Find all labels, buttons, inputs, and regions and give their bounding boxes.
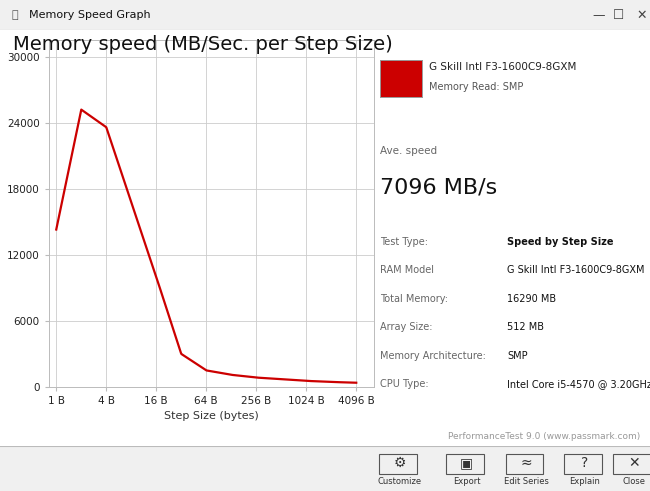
Text: SMP: SMP: [507, 351, 528, 360]
Text: RAM Model: RAM Model: [380, 265, 434, 275]
Text: Close: Close: [622, 477, 645, 486]
Text: Speed by Step Size: Speed by Step Size: [507, 237, 614, 246]
Text: CPU Type:: CPU Type:: [380, 379, 429, 389]
Text: 512 MB: 512 MB: [507, 322, 544, 332]
Text: PerformanceTest 9.0 (www.passmark.com): PerformanceTest 9.0 (www.passmark.com): [448, 432, 640, 441]
Text: Export: Export: [453, 477, 480, 486]
Text: ≈: ≈: [521, 456, 532, 470]
Text: 🔲: 🔲: [12, 10, 18, 20]
Text: Memory speed (MB/Sec. per Step Size): Memory speed (MB/Sec. per Step Size): [13, 35, 393, 55]
Text: ▣: ▣: [460, 456, 473, 470]
Text: 7096 MB/s: 7096 MB/s: [380, 178, 497, 198]
Text: ?: ?: [581, 456, 589, 470]
Text: ✕: ✕: [628, 456, 640, 470]
Text: ⚙: ⚙: [393, 456, 406, 470]
Text: G Skill Intl F3-1600C9-8GXM: G Skill Intl F3-1600C9-8GXM: [429, 62, 577, 72]
Text: Array Size:: Array Size:: [380, 322, 433, 332]
Text: Customize: Customize: [378, 477, 422, 486]
Text: G Skill Intl F3-1600C9-8GXM: G Skill Intl F3-1600C9-8GXM: [507, 265, 645, 275]
X-axis label: Step Size (bytes): Step Size (bytes): [164, 411, 259, 421]
Text: 16290 MB: 16290 MB: [507, 294, 556, 303]
Text: ☐: ☐: [613, 9, 624, 22]
Text: Memory Architecture:: Memory Architecture:: [380, 351, 486, 360]
Text: Memory Read: SMP: Memory Read: SMP: [429, 82, 523, 92]
Text: Total Memory:: Total Memory:: [380, 294, 448, 303]
Text: Ave. speed: Ave. speed: [380, 146, 437, 156]
Text: Explain: Explain: [569, 477, 601, 486]
Text: Intel Core i5-4570 @ 3.20GHz: Intel Core i5-4570 @ 3.20GHz: [507, 379, 650, 389]
Text: Test Type:: Test Type:: [380, 237, 428, 246]
Text: Edit Series: Edit Series: [504, 477, 549, 486]
Text: Memory Speed Graph: Memory Speed Graph: [29, 10, 151, 20]
Text: —: —: [592, 9, 604, 22]
Text: ✕: ✕: [636, 9, 647, 22]
